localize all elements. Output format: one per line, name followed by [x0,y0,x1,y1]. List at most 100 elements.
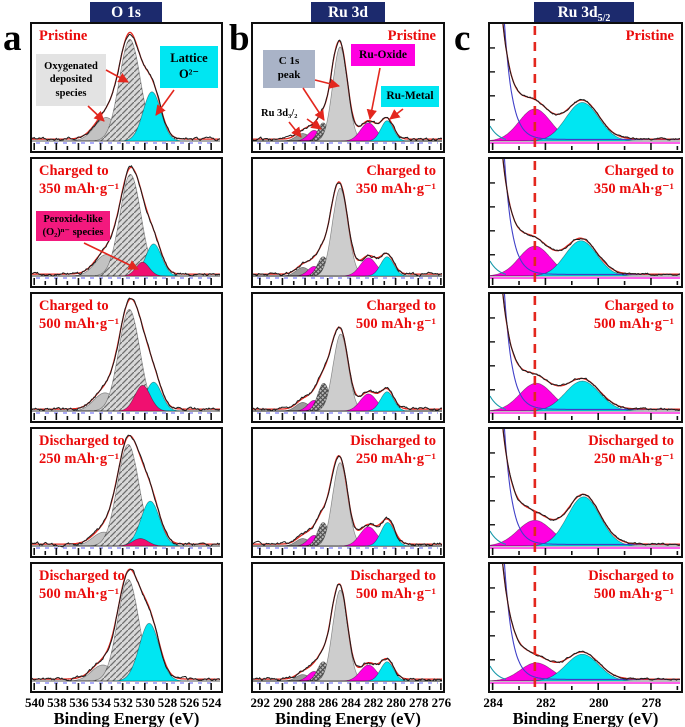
panel-letter-c: c [454,18,471,59]
spectrum-panel-o1s-charged500: Charged to 500 mAh·g⁻¹ [30,292,223,423]
annotation-c1s-peak: C 1s peak [263,50,315,88]
header-text: Ru 3d [327,4,369,21]
x-tick-label: 532 [113,695,133,710]
raw-data-line [32,33,220,142]
x-axis-ru3d52: 284 282 280 278 [483,695,683,710]
spectrum-plot [490,24,680,150]
secondary-background-line [490,125,507,140]
x-axis-title-ru3d52: Binding Energy (eV) [512,709,659,727]
x-tick-label: 284 [341,695,361,710]
spectrum-panel-o1s-discharged500: Discharged to 500 mAh·g⁻¹ [30,562,223,693]
panel-state-label: Discharged to 250 mAh·g⁻¹ [350,433,436,468]
raw-data-line [32,568,220,682]
raw-data-line [502,159,680,276]
raw-data-line [502,429,680,546]
x-axis-ru3d: 292 290 288 286 284 282 280 278 276 [250,695,452,710]
panel-state-label: Charged to 350 mAh·g⁻¹ [39,163,120,198]
spectrum-plot [32,434,220,555]
x-tick-label: 284 [483,695,503,710]
x-tick-label: 286 [318,695,338,710]
x-tick-label: 538 [47,695,67,710]
annotation-ru3d32: Ru 3d₃/₂ [261,108,298,119]
header-text: O 1s [111,4,141,21]
spectrum-plot [490,429,680,555]
peak-ru-metal [253,661,442,682]
x-tick-label: 292 [250,695,271,710]
x-tick-label: 278 [408,695,429,710]
panel-state-label: Charged to 500 mAh·g⁻¹ [39,298,120,333]
x-tick-label: 534 [91,695,111,710]
peak-ru-oxide [253,664,442,682]
spectrum-plot [32,165,220,285]
spectrum-plot [490,564,680,690]
panel-state-label: Pristine [625,28,674,44]
raw-data-line [253,326,442,412]
panel-state-label: Charged to 500 mAh·g⁻¹ [355,298,436,333]
x-tick-label: 526 [179,695,200,710]
raw-data-line [502,564,680,681]
peak-peroxide-species [32,261,220,277]
spectrum-plot [490,159,680,285]
panel-state-label: Charged to 350 mAh·g⁻¹ [355,163,436,198]
panel-state-label: Discharged to 500 mAh·g⁻¹ [39,568,125,603]
secondary-background-line [490,260,507,275]
spectrum-panel-ru3d-pristine: Pristine C 1s peak Ru 3d₃/₂ Ru-Oxide Ru-… [251,22,445,153]
spectrum-plot [490,294,680,420]
x-tick-label: 280 [386,695,406,710]
panel-state-label: Charged to 350 mAh·g⁻¹ [593,163,674,198]
peak-ru-oxide [253,122,442,142]
x-axis-o1s: 540 538 536 534 532 530 528 526 524 [25,695,223,710]
spectrum-plot [32,31,220,150]
peak-surface-oxygen [32,579,220,682]
spectrum-panel-o1s-pristine: Pristine Oxygenated deposited species La… [30,22,223,153]
peak-ru-metal-3d52 [490,653,680,682]
panel-state-label: Discharged to 250 mAh·g⁻¹ [588,433,674,468]
raw-data-line [253,583,442,682]
x-tick-label: 290 [273,695,293,710]
panel-state-label: Discharged to 500 mAh·g⁻¹ [350,568,436,603]
x-tick-label: 530 [135,695,156,710]
x-tick-label: 278 [641,695,662,710]
raw-data-line [502,24,680,141]
x-tick-label: 282 [363,695,384,710]
spectrum-panel-ru3d-charged500: Charged to 500 mAh·g⁻¹ [251,292,445,423]
annotation-ru-oxide: Ru-Oxide [351,44,415,66]
peak-c1s-main [253,188,442,277]
peak-peroxide-species [32,384,220,412]
peak-ru-metal-3d52 [490,380,680,412]
x-axis-title-ru3d: Binding Energy (eV) [275,709,421,727]
panel-state-label: Pristine [39,28,88,44]
peak-c1s-main [253,589,442,682]
peak-surface-oxygen [32,309,220,412]
spectrum-plot [253,181,442,285]
spectrum-plot [253,39,442,150]
spectrum-panel-ru3d-charged350: Charged to 350 mAh·g⁻¹ [251,157,445,288]
x-axis-title-o1s: Binding Energy (eV) [53,709,200,727]
annotation-ru-metal: Ru-Metal [381,86,439,107]
spectrum-plot [253,454,442,555]
spectrum-panel-ru3d52-pristine: Pristine [488,22,683,153]
x-tick-label: 524 [201,695,222,710]
peak-ru-metal [253,256,442,277]
raw-data-line [253,182,442,278]
spectrum-panel-ru3d52-discharged250: Discharged to 250 mAh·g⁻¹ [488,427,683,558]
spectrum-plot [253,583,442,690]
peak-surface-oxygen [32,39,220,142]
spectrum-plot [32,568,220,690]
annotation-oxygenated-species: Oxygenated deposited species [36,54,106,106]
annotation-lattice-o: Lattice O²⁻ [160,46,218,88]
secondary-background-line [490,395,507,410]
secondary-background-line [490,530,507,545]
column-header-ru3d: Ru 3d [311,2,385,23]
raw-data-line [253,455,442,547]
annotation-peroxide-species: Peroxide-like (O₂)ⁿ⁻ species [36,211,110,241]
peak-ru-oxide [253,393,442,412]
peak-ru-oxide [253,257,442,277]
spectrum-panel-ru3d52-discharged500: Discharged to 500 mAh·g⁻¹ [488,562,683,693]
peak-ru-metal-3d52 [490,102,680,142]
spectrum-plot [253,326,442,420]
spectrum-panel-ru3d-discharged500: Discharged to 500 mAh·g⁻¹ [251,562,445,693]
panel-letter-a: a [3,18,22,59]
raw-data-line [253,39,442,142]
